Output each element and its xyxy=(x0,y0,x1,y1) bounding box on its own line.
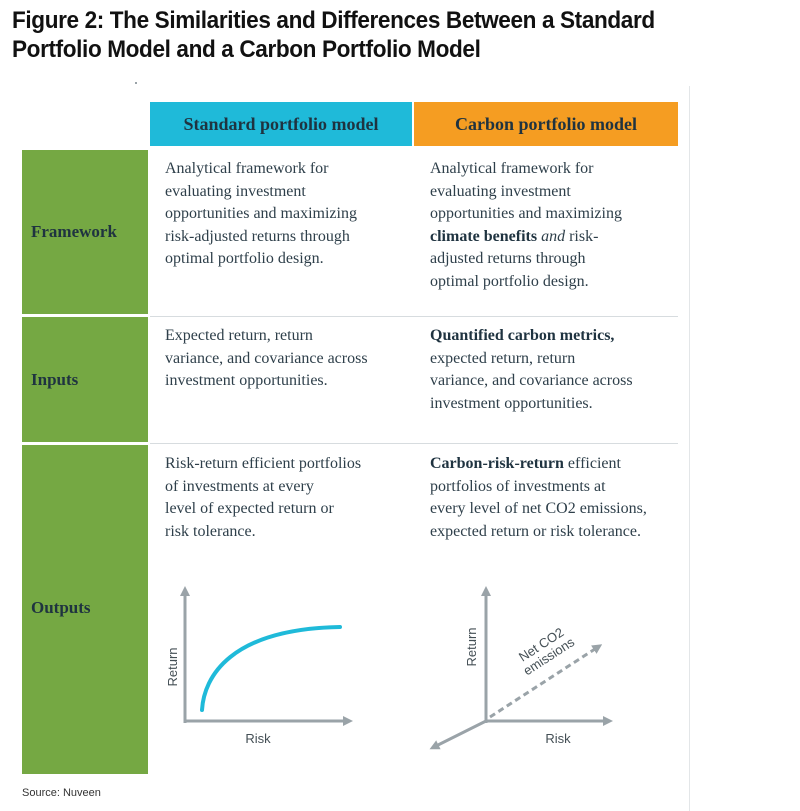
y-axis-label: Return xyxy=(464,627,479,666)
text-line: variance, and covariance across xyxy=(165,349,368,367)
efficient-frontier-curve xyxy=(200,625,342,712)
text-line: Quantified carbon metrics, xyxy=(430,325,680,348)
text-fragment: efficient xyxy=(563,455,621,472)
negative-axis xyxy=(429,719,487,750)
x-axis-label: Risk xyxy=(245,731,271,746)
text-line: opportunities and maximizing xyxy=(430,205,622,222)
text-line: expected return or risk tolerance. xyxy=(430,522,642,540)
text-line: Analytical framework for xyxy=(165,160,329,177)
text-line: evaluating investment xyxy=(430,182,571,200)
decorative-mark xyxy=(135,82,137,84)
standard-outputs-text: Risk-return efficient portfolios of inve… xyxy=(165,453,405,543)
text-line: expected return, return xyxy=(430,349,576,367)
x-axis-label: Risk xyxy=(545,731,571,746)
text-line: every level of net CO2 emissions, xyxy=(430,500,647,517)
y-axis-label: Return xyxy=(165,647,180,686)
source-note: Source: Nuveen xyxy=(22,787,101,799)
text-line: Risk-return efficient portfolios xyxy=(165,455,362,472)
emphasis-text: climate benefits xyxy=(430,227,538,245)
row-label-outputs: Outputs xyxy=(22,445,148,774)
text-line: variance, and covariance across xyxy=(430,372,633,389)
text-line: level of expected return or xyxy=(165,500,334,517)
standard-inputs-text: Expected return, return variance, and co… xyxy=(165,325,405,393)
standard-model-header: Standard portfolio model xyxy=(150,102,412,146)
carbon-inputs-text: Quantified carbon metrics, expected retu… xyxy=(430,325,680,415)
row-label-inputs: Inputs xyxy=(22,317,148,442)
emphasis-text: and xyxy=(541,227,566,245)
carbon-risk-return-graph: Return Risk Net CO2 emissions xyxy=(429,586,613,750)
text-line: investment opportunities. xyxy=(430,394,593,412)
text-line: optimal portfolio design. xyxy=(165,250,324,267)
text-line: risk-adjusted returns through xyxy=(165,227,350,245)
text-line: investment opportunities. xyxy=(165,372,328,389)
figure-title-line-1: Figure 2: The Similarities and Differenc… xyxy=(12,7,655,34)
carbon-model-header: Carbon portfolio model xyxy=(414,102,678,146)
emissions-axis xyxy=(489,644,603,719)
text-line: of investments at every xyxy=(165,477,314,495)
text-line: Expected return, return xyxy=(165,327,313,344)
row-label-framework: Framework xyxy=(22,150,148,314)
emphasis-text: Carbon-risk-return xyxy=(430,455,564,472)
carbon-framework-text: Analytical framework for evaluating inve… xyxy=(430,158,680,293)
text-line: adjusted returns through xyxy=(430,250,586,267)
standard-framework-text: Analytical framework for evaluating inve… xyxy=(165,158,405,271)
text-line: Carbon-risk-return efficient xyxy=(430,453,680,476)
text-line: portfolios of investments at xyxy=(430,477,606,495)
row-divider xyxy=(150,443,678,444)
emissions-axis-label: Net CO2 emissions xyxy=(516,624,578,678)
standard-risk-return-graph: Return Risk xyxy=(165,586,353,746)
figure-title-line-2: Portfolio Model and a Carbon Portfolio M… xyxy=(12,36,481,63)
text-line: evaluating investment xyxy=(165,182,306,200)
right-divider xyxy=(689,86,690,811)
emphasis-text: Quantified carbon metrics, xyxy=(430,327,615,344)
text-line: Analytical framework for xyxy=(430,160,594,177)
figure-title: Figure 2: The Similarities and Differenc… xyxy=(12,6,745,64)
text-line: climate benefits and risk- xyxy=(430,226,680,249)
text-line: risk tolerance. xyxy=(165,522,256,540)
text-line: optimal portfolio design. xyxy=(430,272,589,290)
row-divider xyxy=(150,316,678,317)
carbon-outputs-text: Carbon-risk-return efficient portfolios … xyxy=(430,453,680,543)
text-line: opportunities and maximizing xyxy=(165,205,357,222)
text-fragment: risk- xyxy=(565,227,599,245)
